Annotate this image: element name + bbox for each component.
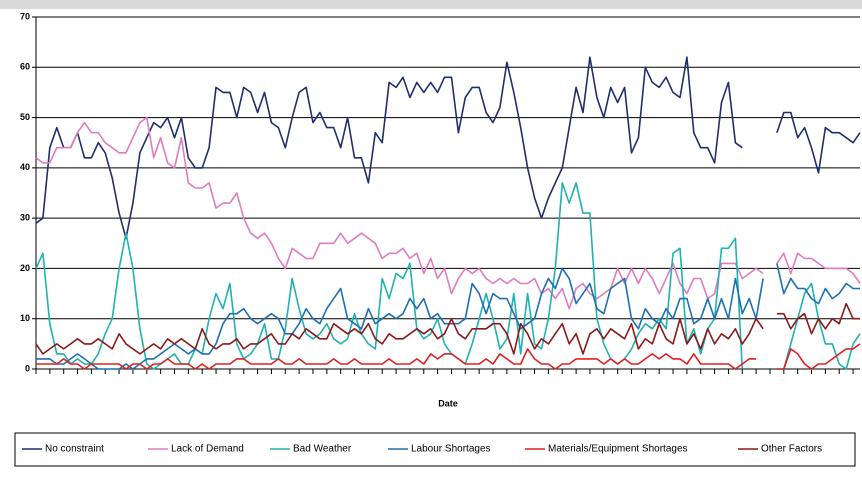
legend-label: Materials/Equipment Shortages [548,444,688,455]
y-tick-label: 20 [20,263,30,273]
series-line [35,302,860,355]
y-tick-label: 50 [20,112,30,122]
y-tick-label: 60 [20,62,30,72]
legend-label: Bad Weather [293,444,352,455]
series-line [36,263,860,370]
y-tick-label: 10 [20,313,30,323]
y-tick-label: 40 [20,162,30,172]
series-line [36,343,861,370]
x-axis-label: Date [438,398,458,408]
top-band [0,0,862,9]
y-tick-label: 0 [25,363,30,373]
series-line [35,116,861,310]
legend-label: Lack of Demand [171,444,244,455]
legend-label: Labour Shortages [411,444,491,455]
legend-label: Other Factors [761,444,822,455]
y-tick-label: 30 [20,213,30,223]
y-tick-label: 70 [20,11,30,21]
series-line [35,182,861,370]
legend-label: No constraint [45,444,104,455]
series-line [35,56,861,240]
